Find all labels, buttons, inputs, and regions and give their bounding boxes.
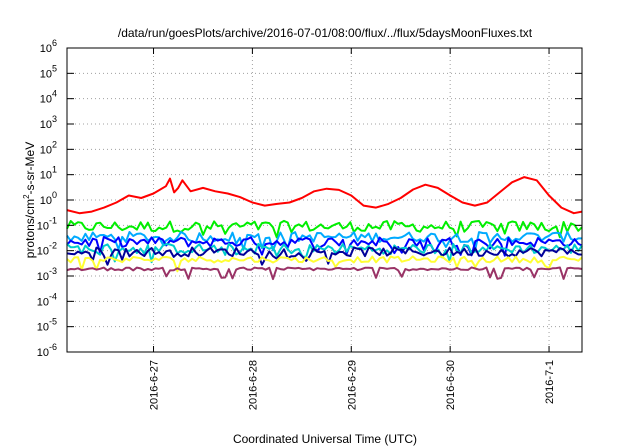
y-tick-label-base: 10 [37, 246, 49, 258]
series-line [66, 266, 583, 281]
y-tick-label-exponent: -2 [49, 241, 57, 251]
y-tick-label: 10-2 [37, 241, 57, 258]
y-tick-label-base: 10 [40, 94, 52, 106]
y-tick-label-exponent: -5 [49, 317, 57, 327]
y-tick-label-base: 10 [40, 119, 52, 131]
y-tick-label: 103 [40, 114, 57, 131]
chart-title: /data/run/goesPlots/archive/2016-07-01/0… [118, 26, 533, 40]
y-tick-label-base: 10 [40, 195, 52, 207]
y-tick-label: 101 [40, 165, 57, 182]
y-tick-label: 10-3 [37, 266, 57, 283]
y-tick-label-exponent: 0 [52, 190, 57, 200]
grid [67, 48, 582, 352]
y-tick-label-exponent: -3 [49, 266, 57, 276]
y-tick-label-exponent: -4 [49, 291, 57, 301]
y-tick-label-base: 10 [40, 43, 52, 55]
x-tick-label: 2016-6-28 [247, 360, 259, 410]
y-tick-label: 102 [40, 139, 57, 156]
y-tick-label-exponent: 3 [52, 114, 57, 124]
y-tick-label: 100 [40, 190, 57, 207]
y-tick-label-exponent: 6 [52, 38, 57, 48]
y-tick-label: 104 [40, 89, 57, 106]
y-axis-label-sup: 2 [22, 194, 31, 199]
plot-frame [66, 47, 583, 353]
series-line [66, 246, 583, 266]
y-axis-label-rest: -s-sr-MeV [23, 142, 37, 195]
series-line [66, 236, 583, 257]
y-tick-label-exponent: 2 [52, 139, 57, 149]
y-tick-label: 10-6 [37, 342, 57, 359]
series-line [66, 176, 583, 215]
x-tick-label: 2016-6-29 [346, 360, 358, 410]
series-line [66, 255, 583, 273]
y-tick-label: 105 [40, 63, 57, 80]
y-tick-label-base: 10 [37, 220, 49, 232]
y-tick-label-base: 10 [40, 170, 52, 182]
y-tick-label-exponent: 1 [52, 165, 57, 175]
y-axis-label: protons/cm2-s-sr-MeV [22, 142, 37, 258]
series-line [66, 219, 583, 239]
y-tick-label: 106 [40, 38, 57, 55]
y-axis-label-base: protons/cm [23, 199, 37, 258]
x-tick-label: 2016-6-27 [149, 360, 161, 410]
y-tick-label-base: 10 [40, 68, 52, 80]
y-tick-label-base: 10 [37, 271, 49, 283]
y-tick-label-base: 10 [37, 347, 49, 359]
y-tick-label-base: 10 [37, 322, 49, 334]
x-axis-label: Coordinated Universal Time (UTC) [233, 432, 417, 446]
y-tick-label-base: 10 [37, 296, 49, 308]
y-tick-label-base: 10 [40, 144, 52, 156]
y-tick-label-exponent: -6 [49, 342, 57, 352]
y-tick-label: 10-5 [37, 317, 57, 334]
y-tick-label: 10-1 [37, 215, 57, 232]
x-tick-label: 2016-6-30 [445, 360, 457, 410]
series-line [66, 242, 583, 264]
y-tick-label-exponent: 4 [52, 89, 57, 99]
axes: 2016-6-27 2016-6-28 2016-6-29 2016-6-30 2016… [37, 38, 583, 410]
series-lines [66, 176, 583, 281]
y-tick-label-exponent: -1 [49, 215, 57, 225]
y-tick-label: 10-4 [37, 291, 57, 308]
y-tick-label-exponent: 5 [52, 63, 57, 73]
x-tick-label: 2016-7-1 [544, 360, 556, 404]
